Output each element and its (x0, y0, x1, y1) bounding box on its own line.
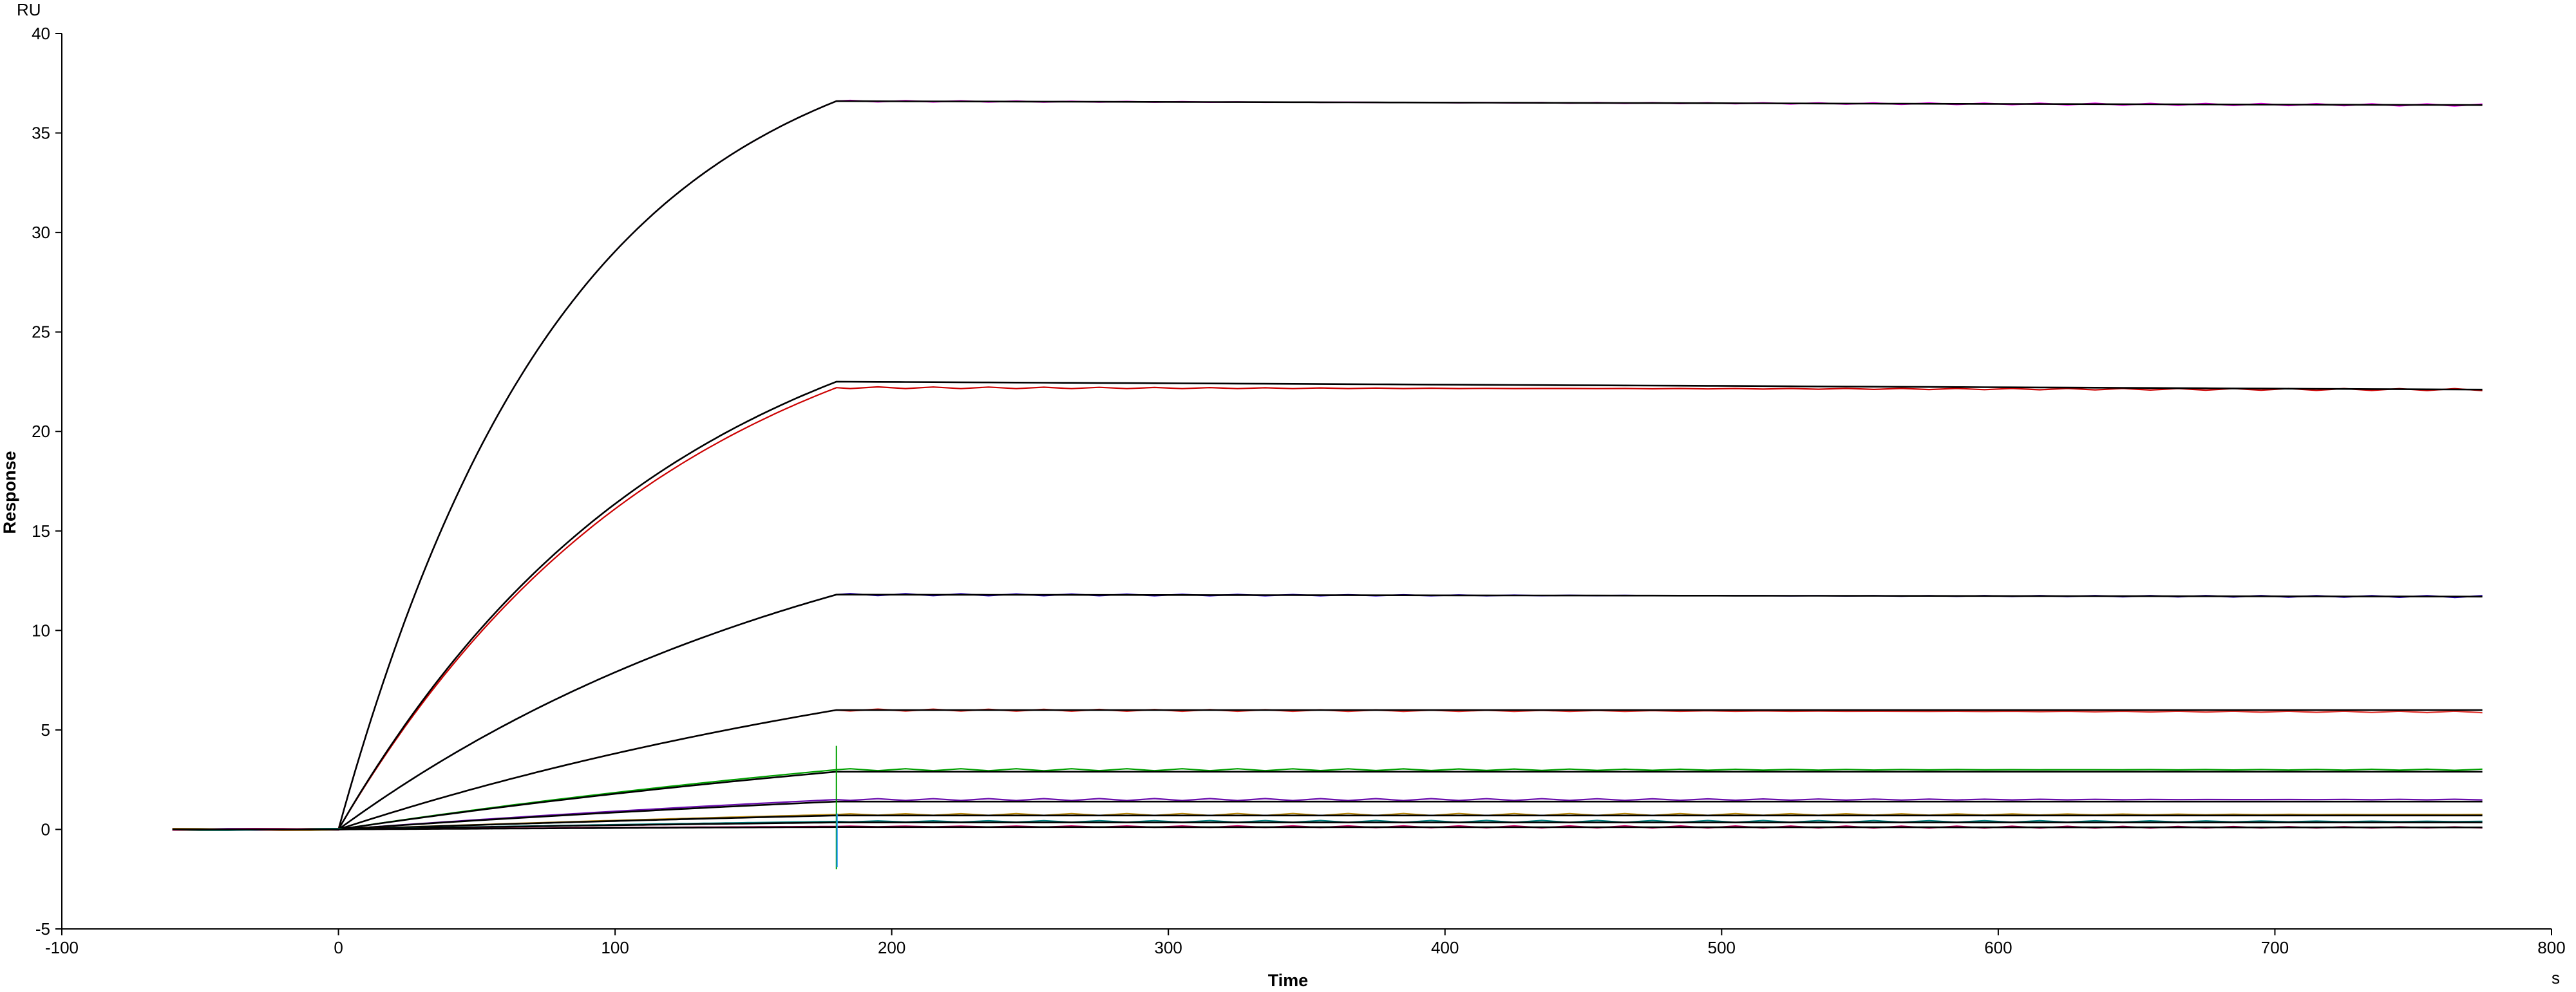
series-line-fit (172, 380, 2483, 830)
x-tick-label: -100 (45, 938, 79, 957)
y-tick-label: 20 (32, 422, 50, 441)
series-line-fit (172, 814, 2483, 830)
y-unit-label: RU (17, 0, 41, 19)
y-tick-label: 30 (32, 223, 50, 242)
y-axis-title: Response (0, 451, 19, 534)
y-tick-label: 25 (32, 323, 50, 342)
y-tick-label: -5 (35, 919, 50, 939)
x-tick-label: 0 (334, 938, 343, 957)
x-axis-title: Time (1268, 971, 1309, 989)
y-tick-label: 15 (32, 521, 50, 541)
x-tick-label: 100 (601, 938, 629, 957)
series-line-measured (172, 386, 2483, 831)
x-tick-label: 500 (1708, 938, 1736, 957)
series-line-fit (172, 800, 2483, 830)
x-tick-label: 300 (1155, 938, 1182, 957)
x-tick-label: 600 (1984, 938, 2012, 957)
x-tick-label: 400 (1431, 938, 1459, 957)
x-unit-label: s (2552, 968, 2560, 987)
series-line-fit (172, 100, 2483, 830)
x-tick-label: 200 (878, 938, 905, 957)
y-tick-label: 5 (41, 720, 50, 740)
series-line-fit (172, 709, 2483, 830)
x-tick-label: 700 (2261, 938, 2289, 957)
y-tick-label: 40 (32, 24, 50, 43)
axes-layer: -100 0 100 200 300 400 500 600 700 800 -5 0 5 10 15 20 2… (32, 24, 2566, 957)
series-line-fit (172, 821, 2483, 830)
series-layer (172, 99, 2483, 870)
y-tick-label: 0 (41, 819, 50, 839)
y-tick-label: 35 (32, 124, 50, 143)
series-line-fit (172, 826, 2483, 830)
y-tick-label: 10 (32, 621, 50, 640)
series-line-fit (172, 771, 2483, 830)
series-line-fit (172, 594, 2483, 830)
x-tick-label: 800 (2537, 938, 2565, 957)
